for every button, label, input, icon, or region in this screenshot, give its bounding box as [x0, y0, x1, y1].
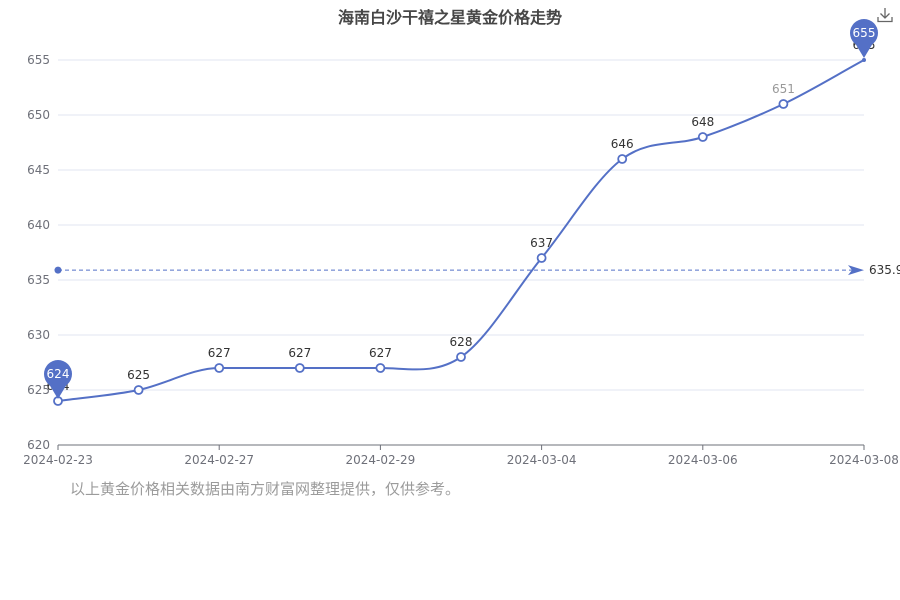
y-tick-label: 640: [27, 218, 50, 232]
data-label: 627: [208, 346, 231, 360]
data-point: [456, 352, 466, 362]
data-point: [697, 132, 708, 142]
data-label: 637: [530, 236, 553, 250]
download-icon[interactable]: [876, 6, 894, 24]
y-tick-label: 635: [27, 273, 50, 287]
average-line-arrow: [848, 265, 864, 276]
data-point: [375, 363, 386, 373]
data-label: 648: [691, 115, 714, 129]
chart-title: 海南白沙干禧之星黄金价格走势: [337, 8, 562, 27]
data-point: [133, 385, 144, 395]
x-tick-label: 2024-03-06: [668, 453, 738, 467]
data-label: 627: [369, 346, 392, 360]
footnote: 以上黄金价格相关数据由南方财富网整理提供，仅供参考。: [70, 480, 461, 498]
y-tick-label: 630: [27, 328, 50, 342]
data-point: [294, 363, 305, 373]
pin-label: 655: [853, 26, 876, 40]
data-point: [617, 154, 628, 164]
data-point: [862, 58, 866, 62]
data-label: 628: [450, 335, 473, 349]
x-tick-label: 2024-02-27: [184, 453, 254, 467]
x-tick-label: 2024-03-08: [829, 453, 899, 467]
x-tick-label: 2024-02-29: [346, 453, 416, 467]
pin-head: [850, 19, 878, 47]
min-mark-pin: 624: [44, 360, 72, 399]
max-mark-pin: 655: [850, 19, 878, 58]
y-tick-label: 625: [27, 383, 50, 397]
pin-head: [44, 360, 72, 388]
pin-tip: [855, 43, 873, 58]
x-tick-label: 2024-03-04: [507, 453, 577, 467]
data-label: 627: [288, 346, 311, 360]
y-tick-label: 655: [27, 53, 50, 67]
data-label: 651: [772, 82, 795, 96]
x-tick-label: 2024-02-23: [23, 453, 93, 467]
data-point: [536, 253, 547, 263]
y-tick-label: 645: [27, 163, 50, 177]
pin-label: 624: [47, 367, 70, 381]
data-label: 646: [611, 137, 634, 151]
y-tick-label: 620: [27, 438, 50, 452]
data-point: [214, 363, 225, 373]
pin-tip: [49, 384, 67, 399]
data-label: 625: [127, 368, 150, 382]
y-tick-label: 650: [27, 108, 50, 122]
average-line-start-dot: [54, 266, 62, 274]
data-point: [778, 99, 789, 109]
average-line-label: 635.9: [869, 263, 900, 277]
series-line: [57, 59, 865, 402]
